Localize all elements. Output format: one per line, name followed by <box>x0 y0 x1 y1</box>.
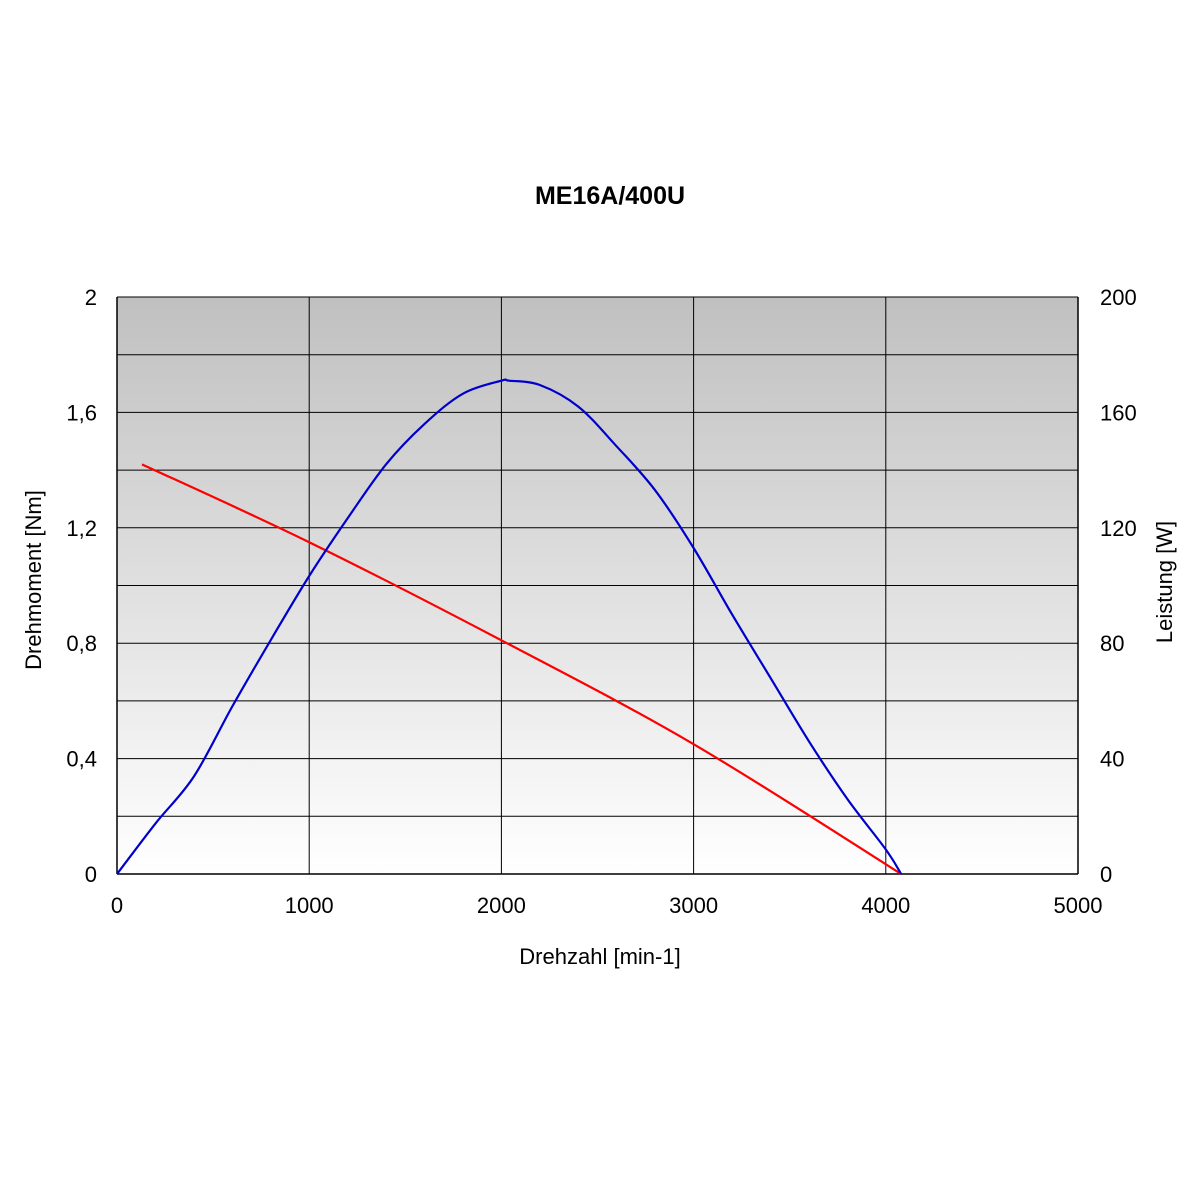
chart-title: ME16A/400U <box>535 182 685 210</box>
tick-labels: 0 1000 2000 3000 4000 5000 0 0,4 0,8 1,2 1,6 2 0 40 80… <box>66 285 1136 918</box>
drehmoment-series-line <box>141 463 902 875</box>
y-left-tick-label: 0 <box>85 862 97 887</box>
leistung-series-line <box>116 378 903 875</box>
y-left-tick-label: 0,8 <box>66 631 97 656</box>
gridlines <box>116 296 1079 875</box>
data-series <box>116 378 903 875</box>
x-tick-label: 2000 <box>477 893 526 918</box>
x-tick-label: 3000 <box>669 893 718 918</box>
x-axis-title: Drehzahl [min-1] <box>519 944 680 969</box>
y-right-tick-label: 120 <box>1100 516 1137 541</box>
y-axis-left-title: Drehmoment [Nm] <box>21 490 46 670</box>
y-right-tick-label: 0 <box>1100 862 1112 887</box>
y-left-tick-label: 2 <box>85 285 97 310</box>
y-left-tick-label: 1,2 <box>66 516 97 541</box>
y-left-tick-label: 0,4 <box>66 747 97 772</box>
y-right-tick-label: 200 <box>1100 285 1137 310</box>
y-axis-right-title: Leistung [W] <box>1152 521 1177 643</box>
x-tick-label: 5000 <box>1054 893 1103 918</box>
y-right-tick-label: 40 <box>1100 747 1124 772</box>
y-left-tick-label: 1,6 <box>66 400 97 425</box>
x-tick-label: 0 <box>111 893 123 918</box>
y-right-tick-label: 160 <box>1100 400 1137 425</box>
x-tick-label: 1000 <box>285 893 334 918</box>
x-tick-label: 4000 <box>861 893 910 918</box>
y-right-tick-label: 80 <box>1100 631 1124 656</box>
